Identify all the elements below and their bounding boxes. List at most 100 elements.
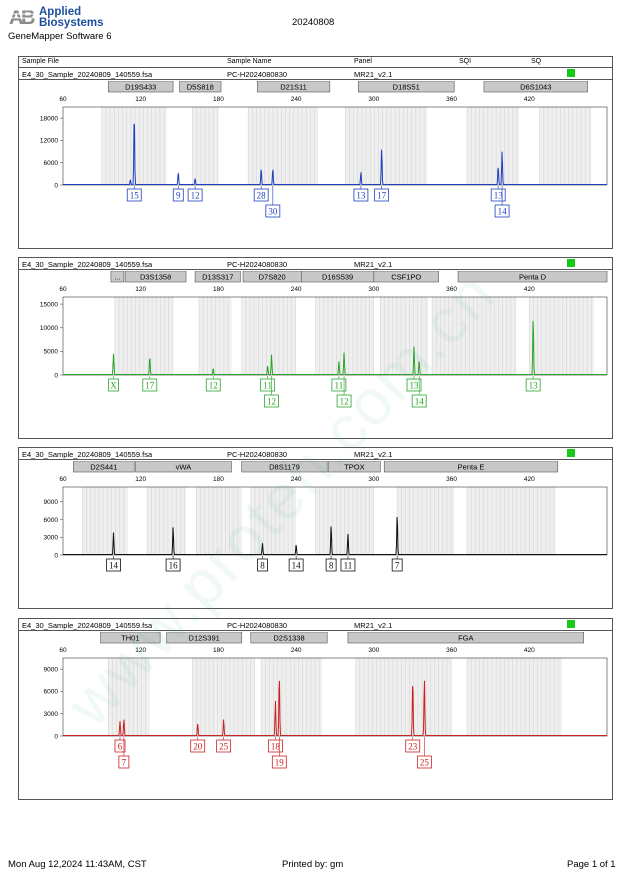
x-tick-label: 180 (213, 476, 224, 483)
y-tick-label: 18000 (40, 115, 58, 122)
y-tick-label: 5000 (44, 349, 59, 356)
electropherogram-plot: D2S441 vWA D8S1179 TPOX Penta E 60 120 180 240 30… (44, 461, 608, 572)
allele-label: 17 (377, 191, 387, 201)
panel-panel-name: MR21_v2.1 (354, 70, 393, 79)
allele-box (416, 755, 432, 769)
allele-label: 13 (356, 191, 366, 201)
sq-status-indicator (567, 620, 575, 628)
y-tick-label: 0 (54, 182, 58, 189)
allele-label: 14 (498, 207, 508, 217)
allele-box (405, 739, 421, 753)
x-tick-label: 240 (291, 647, 302, 654)
marker-label: D21S11 (280, 83, 307, 92)
x-tick-label: 420 (524, 476, 535, 483)
electropherogram-panel-red: E4_30_Sample_20240809_140559.fsa PC-H202… (18, 618, 613, 800)
x-tick-label: 60 (59, 96, 67, 103)
allele-box (325, 558, 337, 572)
x-tick-label: 300 (368, 286, 379, 293)
x-tick-label: 120 (135, 96, 146, 103)
electropherogram-panel-green: E4_30_Sample_20240809_140559.fsa PC-H202… (18, 257, 613, 439)
x-tick-label: 360 (446, 476, 457, 483)
bin-group (114, 297, 595, 375)
bin-region (199, 297, 232, 375)
marker-label: D5S818 (187, 83, 214, 92)
panel-sample-name: PC-H2024080830 (227, 450, 288, 459)
x-tick-label: 120 (135, 476, 146, 483)
panel-divider (19, 630, 612, 631)
marker-box (373, 271, 439, 283)
x-tick-label: 240 (291, 476, 302, 483)
allele-label: 20 (193, 742, 203, 752)
bin-group (107, 658, 562, 736)
allele-box (216, 739, 232, 753)
allele-label: 28 (257, 191, 267, 201)
x-tick-label: 120 (135, 647, 146, 654)
bin-region (539, 107, 592, 185)
panel-sample-name: PC-H2024080830 (227, 260, 288, 269)
allele-label: 18 (271, 742, 281, 752)
x-tick-label: 420 (524, 647, 535, 654)
allele-box (336, 394, 352, 408)
allele-box (264, 394, 279, 408)
y-tick-label: 12000 (40, 138, 58, 145)
marker-box (241, 461, 328, 473)
allele-box (271, 755, 287, 769)
allele-label: 7 (395, 561, 400, 571)
x-tick-label: 360 (446, 647, 457, 654)
allele-label: 15 (130, 191, 140, 201)
allele-label: 11 (263, 381, 272, 391)
panel-panel-name: MR21_v2.1 (354, 260, 393, 269)
x-tick-label: 180 (213, 286, 224, 293)
x-tick-label: 60 (59, 286, 67, 293)
y-tick-label: 10000 (40, 325, 58, 332)
allele-label: 14 (415, 397, 425, 407)
software-name: GeneMapper Software 6 (8, 31, 112, 42)
allele-box (142, 378, 158, 392)
col-sq: SQ (531, 58, 542, 65)
x-tick-label: 240 (291, 286, 302, 293)
bin-region (345, 107, 427, 185)
allele-box (257, 558, 268, 572)
allele-box (118, 755, 130, 769)
bin-region (467, 107, 519, 185)
marker-label: CSF1PO (391, 273, 421, 282)
bin-region (355, 658, 452, 736)
y-tick-label: 9000 (44, 666, 59, 673)
allele-label: 23 (408, 742, 418, 752)
allele-box (106, 558, 121, 572)
allele-box (190, 739, 206, 753)
panel-sample-file: E4_30_Sample_20240809_140559.fsa (22, 450, 153, 459)
signal-trace (63, 516, 607, 555)
allele-label: 8 (329, 561, 334, 571)
y-tick-label: 3000 (44, 535, 59, 542)
allele-label: 13 (410, 381, 420, 391)
allele-label: 8 (260, 561, 265, 571)
allele-box (108, 378, 119, 392)
marker-label: Penta E (458, 463, 485, 472)
bin-region (529, 297, 595, 375)
marker-label: D3S1358 (140, 273, 171, 282)
electropherogram-panel-black: E4_30_Sample_20240809_140559.fsa PC-H202… (18, 447, 613, 609)
brand-line-1: Applied (39, 6, 82, 18)
allele-box (114, 739, 126, 753)
allele-box (411, 394, 427, 408)
ab-logo-icon: A B (8, 6, 38, 28)
x-tick-label: 180 (213, 647, 224, 654)
allele-box (165, 558, 181, 572)
brand-name: Applied Biosystems (39, 6, 104, 29)
x-tick-label: 60 (59, 476, 67, 483)
allele-box (374, 188, 390, 202)
allele-box (353, 188, 369, 202)
marker-box (483, 81, 588, 93)
allele-box (490, 188, 506, 202)
x-tick-label: 120 (135, 286, 146, 293)
x-tick-label: 420 (524, 96, 535, 103)
allele-label: 30 (268, 207, 278, 217)
allele-label: 6 (118, 742, 123, 752)
sq-status-indicator (567, 449, 575, 457)
bin-region (467, 658, 562, 736)
allele-box (406, 378, 422, 392)
allele-label: 7 (122, 758, 127, 768)
sq-status-indicator (567, 259, 575, 267)
